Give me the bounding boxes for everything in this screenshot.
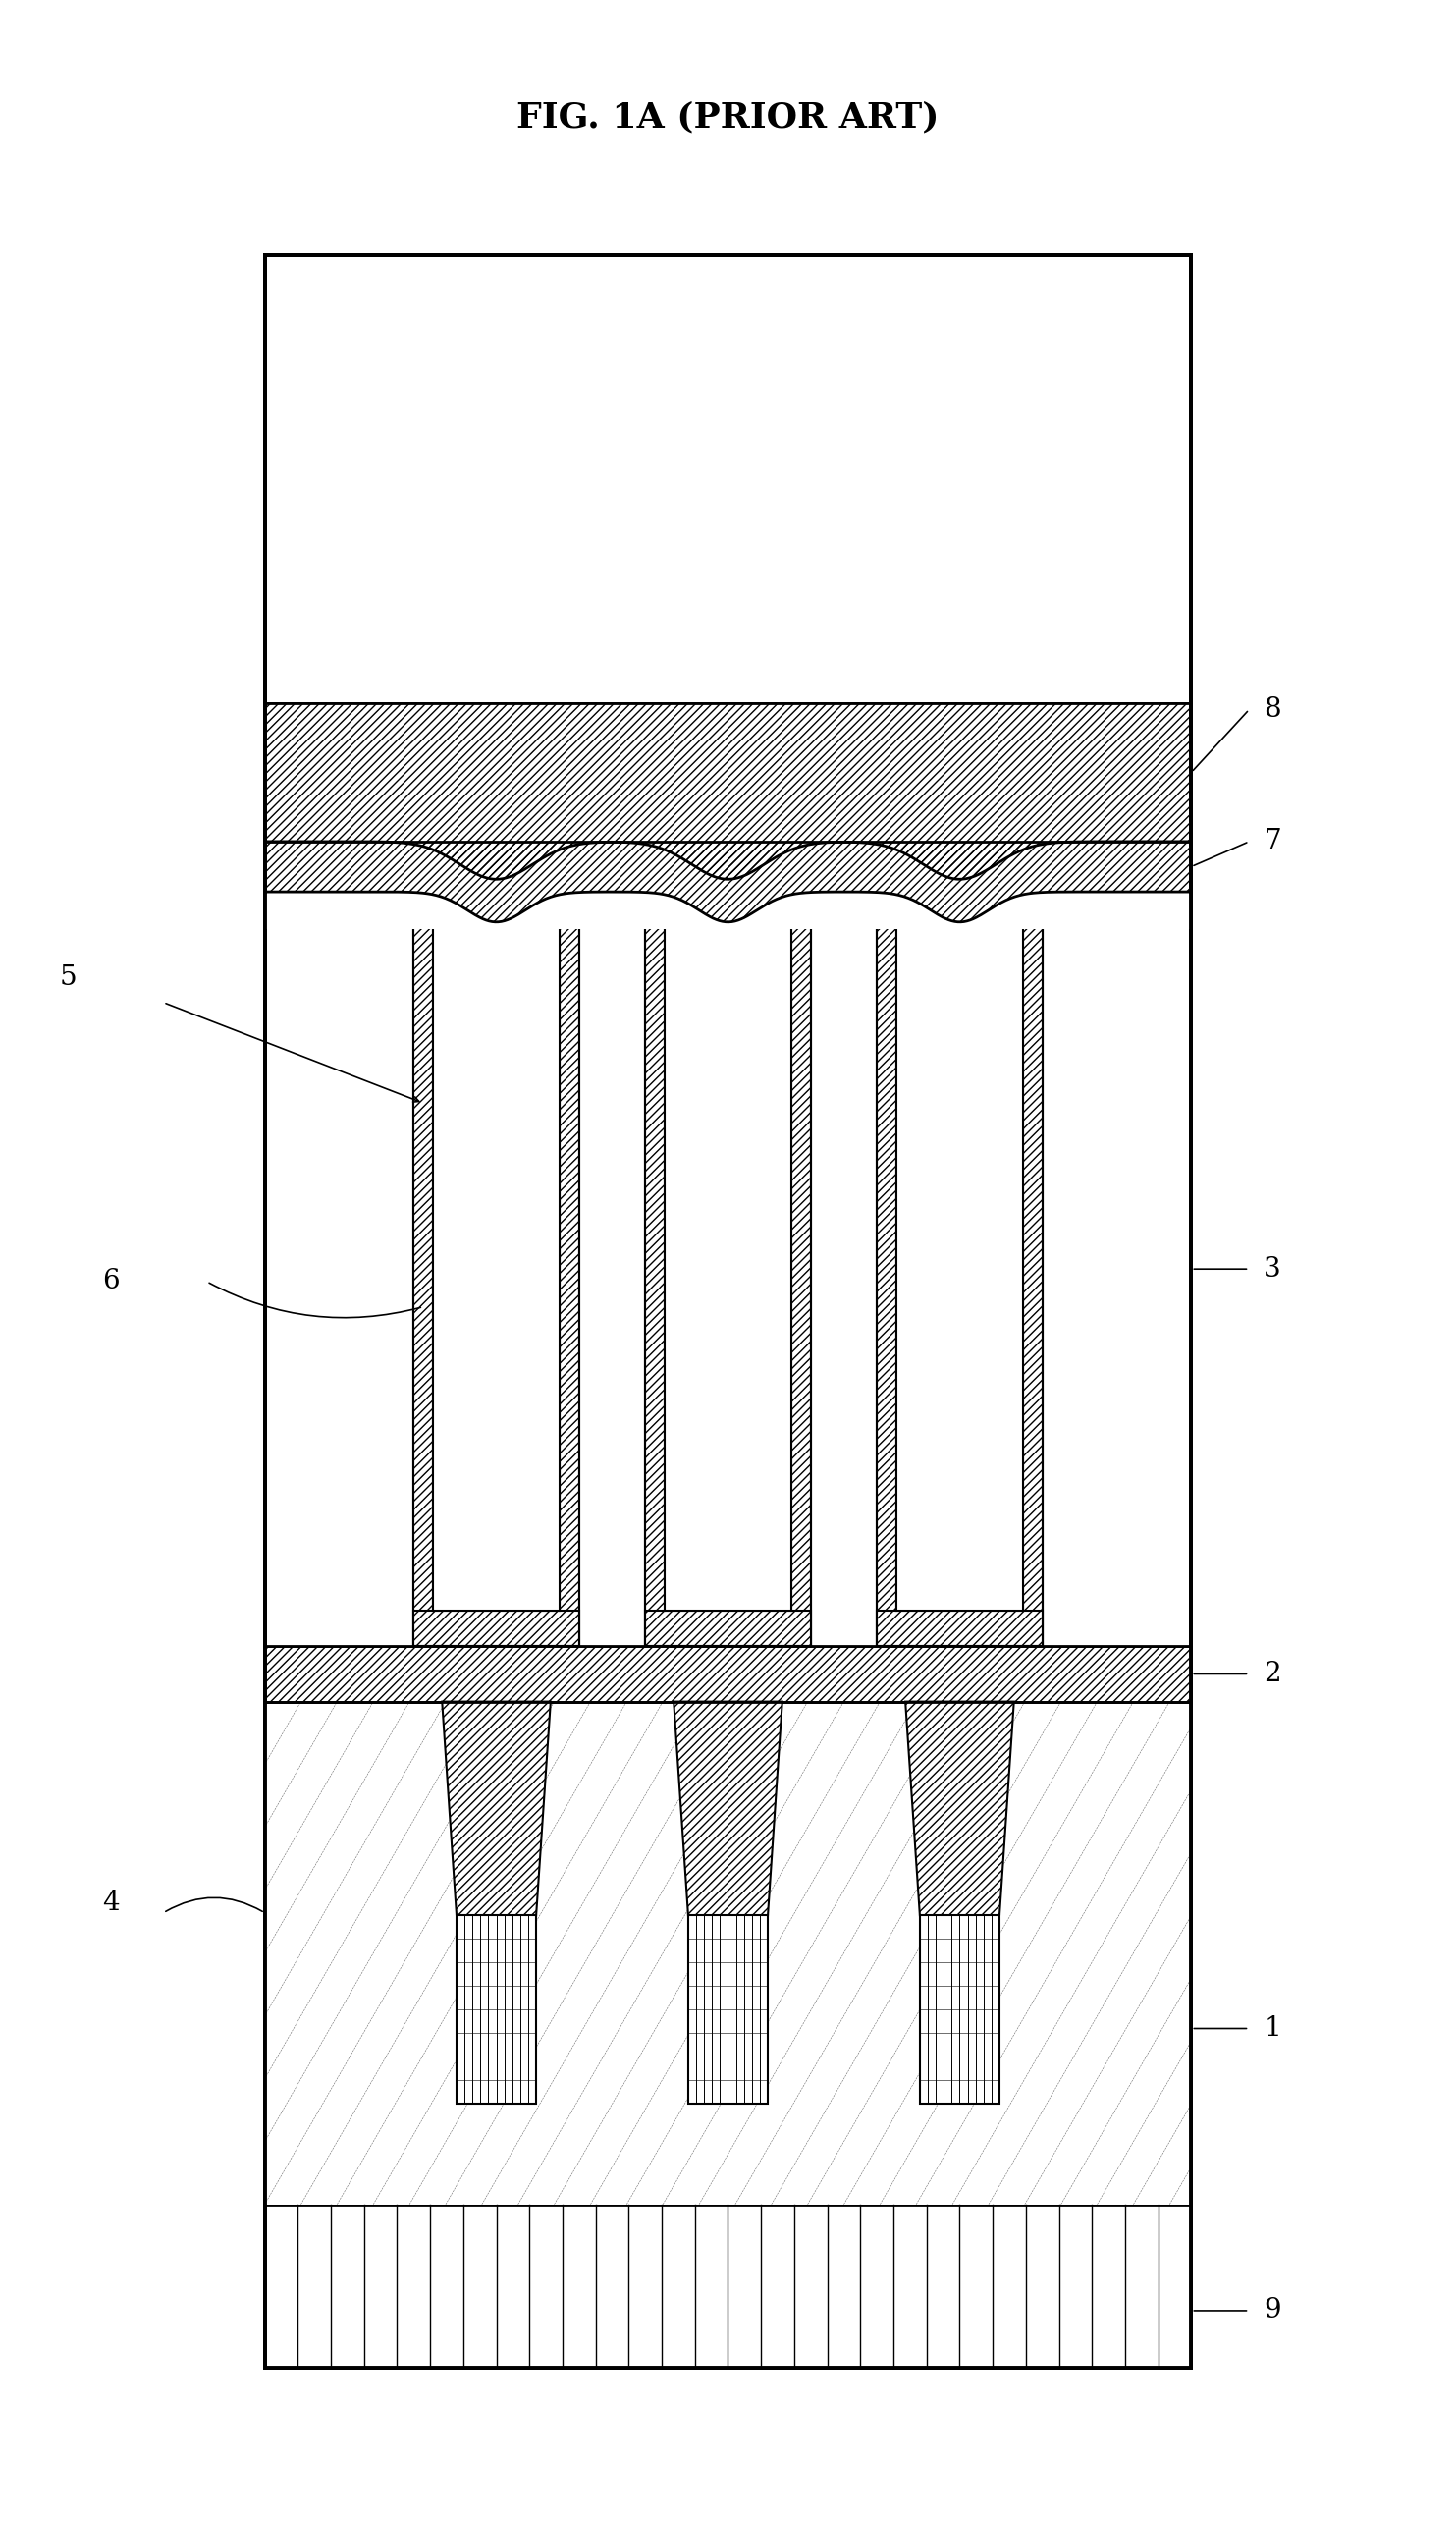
Bar xyxy=(1022,891,1042,1648)
Bar xyxy=(645,891,811,1648)
Text: 8: 8 xyxy=(1264,696,1281,722)
Bar xyxy=(559,891,579,1648)
Bar xyxy=(414,1612,579,1648)
Bar xyxy=(265,704,1191,843)
Bar xyxy=(645,891,665,1648)
Bar xyxy=(689,1915,767,2104)
Bar xyxy=(414,891,434,1648)
Polygon shape xyxy=(674,1701,782,1915)
Polygon shape xyxy=(265,843,1191,921)
Text: 7: 7 xyxy=(1264,828,1281,855)
Text: 9: 9 xyxy=(1264,2298,1281,2324)
Bar xyxy=(265,255,1191,704)
Bar xyxy=(434,891,559,1612)
Bar xyxy=(265,1701,1191,2205)
Bar xyxy=(265,255,1191,2369)
Bar xyxy=(265,255,1191,2369)
Text: 5: 5 xyxy=(60,964,77,992)
Bar xyxy=(645,1612,811,1648)
Text: 4: 4 xyxy=(102,1890,119,1915)
Bar xyxy=(877,891,897,1648)
Bar xyxy=(265,792,1191,891)
Bar xyxy=(877,891,897,1648)
Polygon shape xyxy=(265,704,1191,878)
Bar xyxy=(665,891,791,1612)
Bar xyxy=(265,855,1191,928)
Bar xyxy=(877,1612,1042,1648)
Bar xyxy=(265,2205,1191,2369)
Bar xyxy=(265,1648,1191,1701)
Bar xyxy=(265,843,1191,891)
Bar xyxy=(791,891,811,1648)
Bar xyxy=(920,1915,999,2104)
Bar xyxy=(877,891,1042,1648)
Text: 2: 2 xyxy=(1264,1660,1281,1688)
Bar xyxy=(897,891,1022,1612)
Bar xyxy=(791,891,811,1648)
Text: 1: 1 xyxy=(1264,2016,1281,2041)
Bar xyxy=(1022,891,1042,1648)
Bar xyxy=(265,843,1191,891)
Bar xyxy=(265,1648,1191,1701)
Text: 3: 3 xyxy=(1264,1256,1281,1282)
Polygon shape xyxy=(443,1701,550,1915)
Text: 6: 6 xyxy=(102,1269,119,1294)
Bar xyxy=(414,891,434,1648)
Polygon shape xyxy=(906,1701,1013,1915)
Bar xyxy=(559,891,579,1648)
Bar xyxy=(877,1612,1042,1648)
Text: FIG. 1A (PRIOR ART): FIG. 1A (PRIOR ART) xyxy=(517,101,939,134)
Bar xyxy=(414,1612,579,1648)
Bar xyxy=(645,1612,811,1648)
Bar xyxy=(414,891,579,1648)
Bar xyxy=(265,891,1191,1648)
Bar xyxy=(457,1915,536,2104)
Bar xyxy=(645,891,665,1648)
Bar xyxy=(265,704,1191,843)
